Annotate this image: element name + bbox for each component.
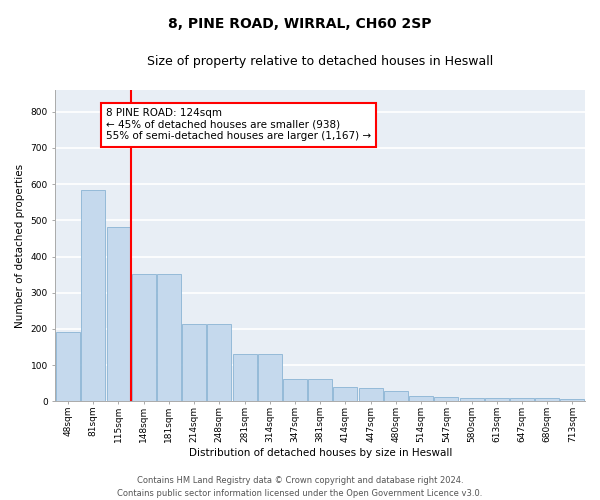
Bar: [384, 390, 408, 402]
Bar: [434, 396, 458, 402]
Bar: [409, 396, 433, 402]
Bar: [208, 324, 232, 402]
Bar: [283, 378, 307, 402]
Y-axis label: Number of detached properties: Number of detached properties: [15, 164, 25, 328]
Text: 8 PINE ROAD: 124sqm
← 45% of detached houses are smaller (938)
55% of semi-detac: 8 PINE ROAD: 124sqm ← 45% of detached ho…: [106, 108, 371, 142]
Bar: [81, 190, 105, 402]
Text: Contains HM Land Registry data © Crown copyright and database right 2024.
Contai: Contains HM Land Registry data © Crown c…: [118, 476, 482, 498]
Bar: [107, 227, 130, 402]
Bar: [258, 354, 282, 402]
Bar: [485, 398, 509, 402]
Bar: [535, 398, 559, 402]
Bar: [182, 324, 206, 402]
Bar: [233, 354, 257, 402]
Bar: [334, 387, 358, 402]
Bar: [560, 399, 584, 402]
Bar: [308, 378, 332, 402]
X-axis label: Distribution of detached houses by size in Heswall: Distribution of detached houses by size …: [188, 448, 452, 458]
Title: Size of property relative to detached houses in Heswall: Size of property relative to detached ho…: [147, 55, 493, 68]
Bar: [132, 274, 155, 402]
Text: 8, PINE ROAD, WIRRAL, CH60 2SP: 8, PINE ROAD, WIRRAL, CH60 2SP: [168, 18, 432, 32]
Bar: [359, 388, 383, 402]
Bar: [56, 332, 80, 402]
Bar: [157, 274, 181, 402]
Bar: [460, 398, 484, 402]
Bar: [510, 398, 534, 402]
